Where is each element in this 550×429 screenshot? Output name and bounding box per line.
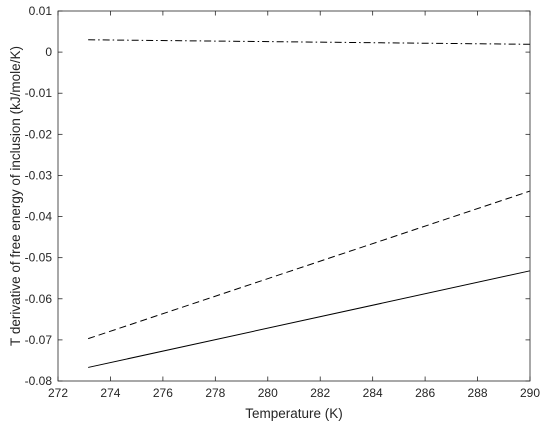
y-tick-label: 0 bbox=[45, 45, 52, 59]
series-layer bbox=[88, 39, 531, 368]
x-tick-label: 278 bbox=[205, 386, 225, 400]
x-tick-label: 286 bbox=[415, 386, 435, 400]
y-tick-label: -0.02 bbox=[25, 127, 53, 141]
series-line-dashed bbox=[88, 190, 531, 340]
y-axis-title: T derivative of free energy of inclusion… bbox=[8, 46, 23, 346]
y-tick-label: -0.05 bbox=[25, 251, 53, 265]
x-tick-label: 284 bbox=[363, 386, 383, 400]
y-tick-label: -0.04 bbox=[25, 210, 53, 224]
y-tick-label: 0.01 bbox=[29, 4, 53, 18]
x-tick-label: 282 bbox=[310, 386, 330, 400]
y-tick-label: -0.03 bbox=[25, 168, 53, 182]
y-tick-label: -0.01 bbox=[25, 86, 53, 100]
tick-layer: 272 274 276 278 280 282 284 286 288 290 0.01 0 -0.01… bbox=[25, 4, 541, 400]
x-tick-label: 288 bbox=[468, 386, 488, 400]
x-tick-label: 272 bbox=[48, 386, 68, 400]
x-tick-label: 280 bbox=[258, 386, 278, 400]
x-axis-title: Temperature (K) bbox=[245, 406, 343, 421]
series-line-dashdot bbox=[88, 39, 531, 45]
y-tick-label: -0.06 bbox=[25, 292, 53, 306]
series-line-solid bbox=[88, 270, 531, 368]
x-tick-label: 290 bbox=[520, 386, 540, 400]
y-tick-label: -0.08 bbox=[25, 374, 53, 388]
plot-frame bbox=[57, 10, 531, 382]
plot-background bbox=[58, 11, 530, 381]
x-tick-label: 276 bbox=[153, 386, 173, 400]
y-tick-label: -0.07 bbox=[25, 333, 53, 347]
x-tick-label: 274 bbox=[100, 386, 120, 400]
